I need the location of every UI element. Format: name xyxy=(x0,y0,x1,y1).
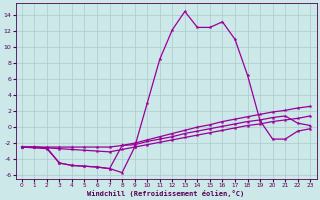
X-axis label: Windchill (Refroidissement éolien,°C): Windchill (Refroidissement éolien,°C) xyxy=(87,190,245,197)
